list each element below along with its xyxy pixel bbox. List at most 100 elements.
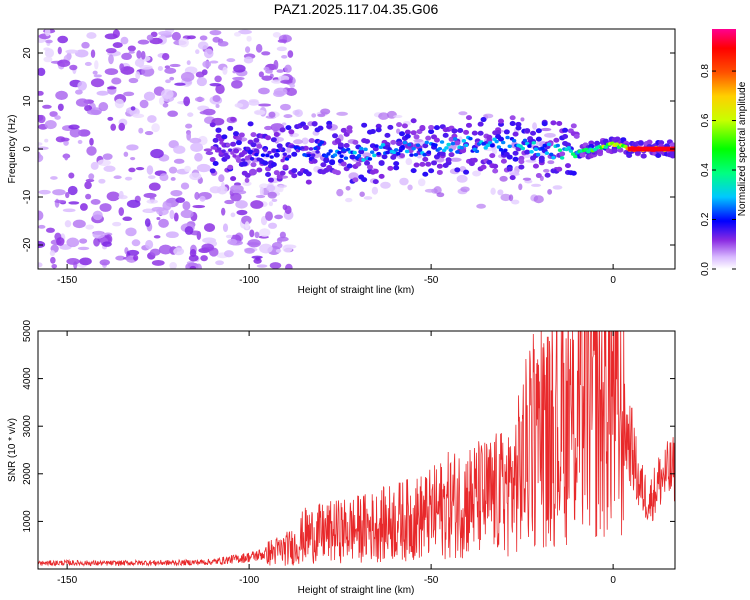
heatmap-cell (533, 195, 544, 204)
heatmap-cell (509, 121, 516, 127)
heatmap-cell (173, 158, 185, 164)
heatmap-cell (363, 196, 373, 200)
y-tick-label: 0 (22, 146, 33, 152)
heatmap-cell (413, 153, 419, 157)
heatmap-cell (334, 138, 341, 144)
heatmap-cell (124, 176, 133, 181)
heatmap-cell (346, 128, 353, 134)
heatmap-cell (212, 146, 218, 150)
heatmap-cell (258, 71, 264, 78)
heatmap-cell (132, 113, 145, 119)
heatmap-cell (646, 139, 653, 145)
heatmap-cell (422, 156, 429, 162)
heatmap-cell (497, 189, 504, 196)
heatmap-cell (404, 149, 410, 154)
heatmap-cell (120, 36, 129, 45)
heatmap-cell (451, 128, 458, 134)
snr-y-ticks: 1000 2000 3000 4000 5000 (22, 319, 675, 533)
heatmap-cell (512, 131, 519, 137)
heatmap-cell (57, 35, 69, 44)
heatmap-cell (511, 138, 517, 143)
heatmap-cell (243, 56, 254, 64)
heatmap-cell (269, 155, 274, 159)
heatmap-cell (459, 145, 464, 150)
heatmap-cell (477, 130, 484, 136)
y-tick-label: 1000 (22, 510, 33, 533)
heatmap-cell (363, 147, 368, 152)
heatmap-cell (230, 192, 242, 202)
heatmap-cell (144, 208, 152, 213)
heatmap-cell (219, 141, 224, 145)
snr-y-label: SNR (10 * v/v) (7, 418, 18, 482)
heatmap-cell (184, 80, 192, 85)
heatmap-cell (244, 247, 255, 254)
heatmap-cell (490, 143, 495, 148)
heatmap-cell (122, 216, 133, 221)
heatmap-cell (272, 32, 281, 38)
heatmap-cell (250, 142, 257, 148)
heatmap-cell (199, 195, 206, 202)
heatmap-cell (515, 121, 522, 127)
heatmap-cell (133, 254, 139, 261)
heatmap-cell (384, 132, 391, 138)
heatmap-cell (225, 143, 231, 147)
heatmap-cell (45, 39, 53, 44)
heatmap-cell (535, 136, 542, 142)
heatmap-cell (336, 188, 344, 197)
heatmap-cell (217, 40, 229, 47)
heatmap-cell (214, 75, 222, 83)
heatmap-cell (118, 207, 125, 216)
heatmap-cell (345, 197, 353, 203)
heatmap-cell (302, 125, 309, 131)
heatmap-cell (225, 234, 233, 239)
heatmap-cell (346, 163, 353, 169)
heatmap-cell (483, 146, 488, 150)
heatmap-cell (205, 151, 214, 156)
snr-series-line (38, 331, 675, 567)
heatmap-cell (194, 152, 203, 162)
heatmap-cell (43, 56, 53, 63)
heatmap-cell (620, 137, 627, 143)
heatmap-cell (291, 173, 298, 179)
heatmap-cell (498, 136, 505, 142)
heatmap-cell (246, 35, 252, 42)
heatmap-cell (542, 143, 547, 148)
heatmap-cell (301, 137, 309, 145)
heatmap-cell (244, 177, 250, 183)
colorbar-tick-label: 0.0 (700, 262, 711, 276)
x-tick-label: 0 (610, 275, 616, 286)
heatmap-cell (111, 77, 122, 85)
y-tick-label: 3000 (22, 415, 33, 438)
heatmap-cell (168, 166, 178, 174)
heatmap-cell (114, 98, 125, 109)
heatmap-cell (199, 110, 211, 115)
heatmap-cell (173, 212, 179, 222)
heatmap-cell (476, 203, 486, 209)
heatmap-cell (160, 89, 174, 99)
heatmap-cell (57, 103, 64, 111)
heatmap-cell (171, 31, 181, 41)
heatmap-cell (487, 140, 493, 145)
heatmap-cell (480, 117, 487, 123)
heatmap-cell (355, 161, 362, 167)
heatmap-cell (38, 240, 46, 249)
heatmap-cell (119, 63, 125, 71)
heatmap-cell (518, 159, 525, 165)
heatmap-cell (346, 125, 353, 131)
heatmap-cell (452, 137, 458, 141)
heatmap-cell (253, 109, 266, 116)
heatmap-cell (125, 227, 137, 237)
heatmap-cell (320, 108, 331, 115)
heatmap-cell (247, 239, 261, 248)
heatmap-cell (454, 140, 461, 146)
heatmap-cell (98, 178, 106, 184)
heatmap-cell (183, 96, 191, 107)
heatmap-cell (255, 194, 266, 199)
heatmap-cell (378, 145, 384, 150)
heatmap-cell (230, 184, 244, 193)
heatmap-cell (361, 122, 368, 128)
heatmap-cell (123, 91, 135, 97)
heatmap-cell (369, 150, 375, 154)
heatmap-cell (531, 183, 542, 187)
heatmap-cell (273, 170, 280, 176)
